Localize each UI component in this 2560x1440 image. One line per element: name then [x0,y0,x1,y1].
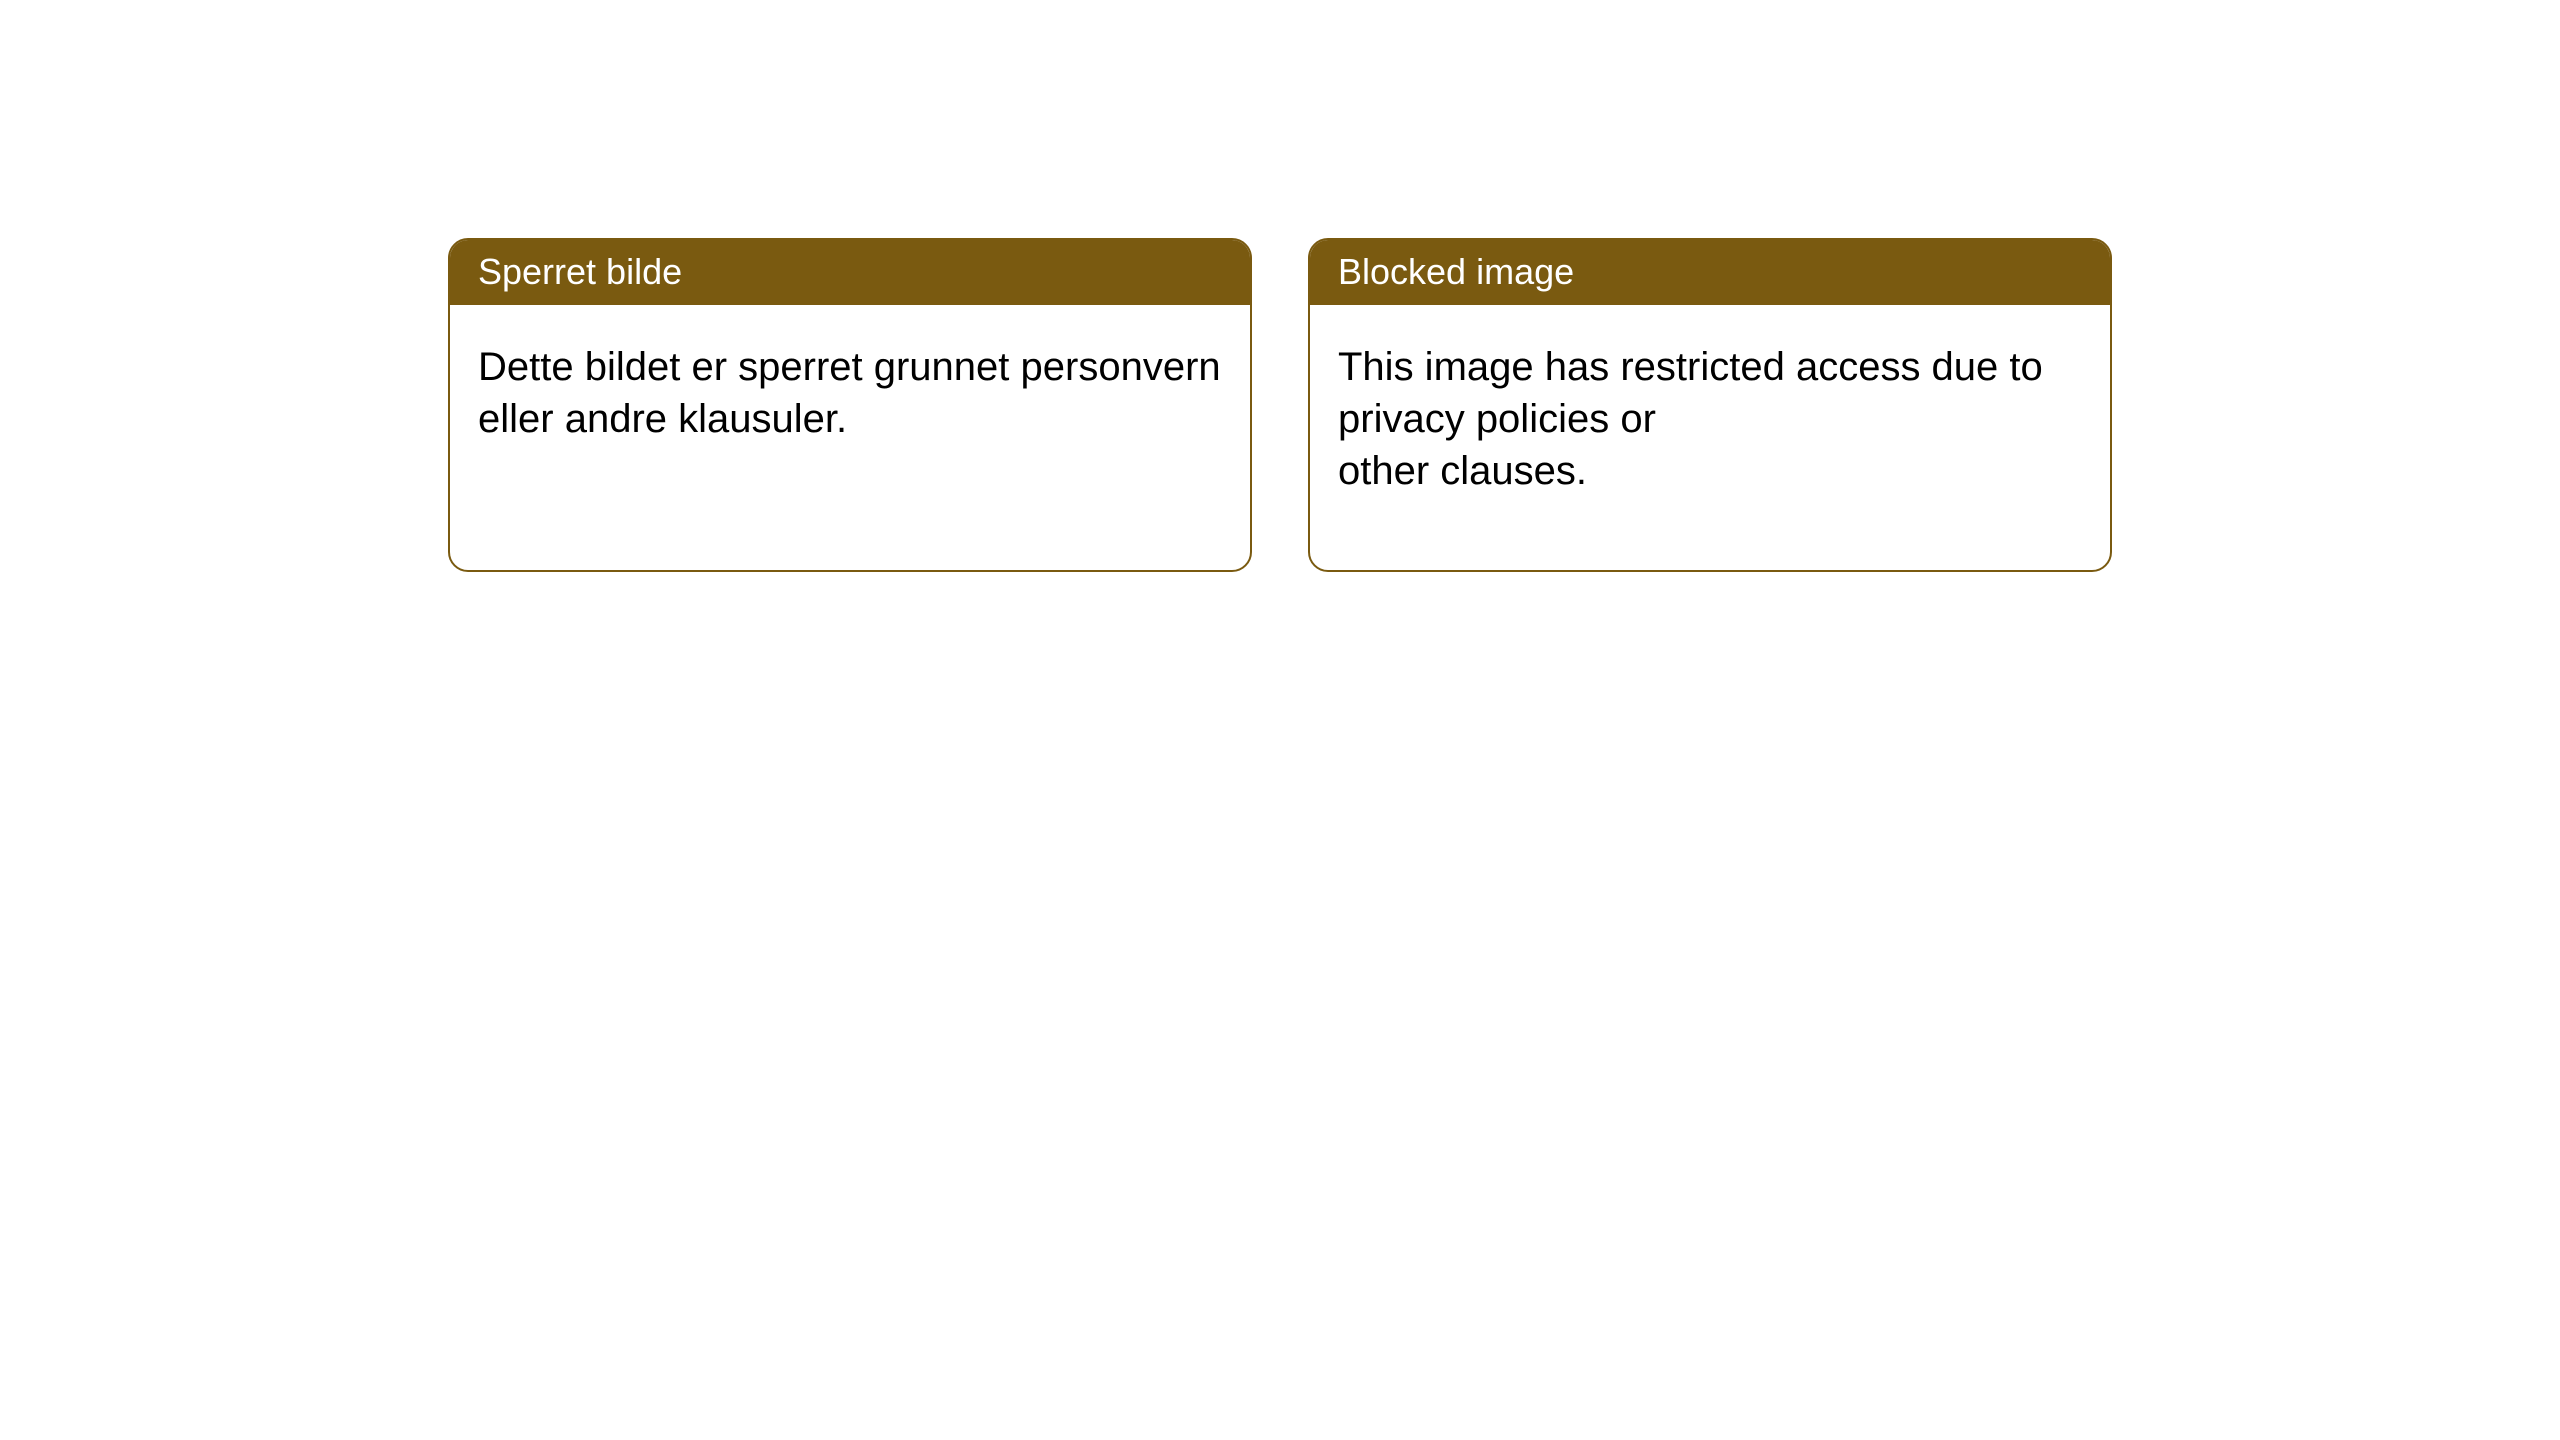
notice-header-no: Sperret bilde [450,240,1250,305]
page-root: Sperret bilde Dette bildet er sperret gr… [0,0,2560,1440]
notice-body-no: Dette bildet er sperret grunnet personve… [450,305,1250,445]
notice-row: Sperret bilde Dette bildet er sperret gr… [0,0,2560,572]
notice-body-en: This image has restricted access due to … [1310,305,2110,497]
notice-box-no: Sperret bilde Dette bildet er sperret gr… [448,238,1252,572]
notice-header-en: Blocked image [1310,240,2110,305]
notice-box-en: Blocked image This image has restricted … [1308,238,2112,572]
